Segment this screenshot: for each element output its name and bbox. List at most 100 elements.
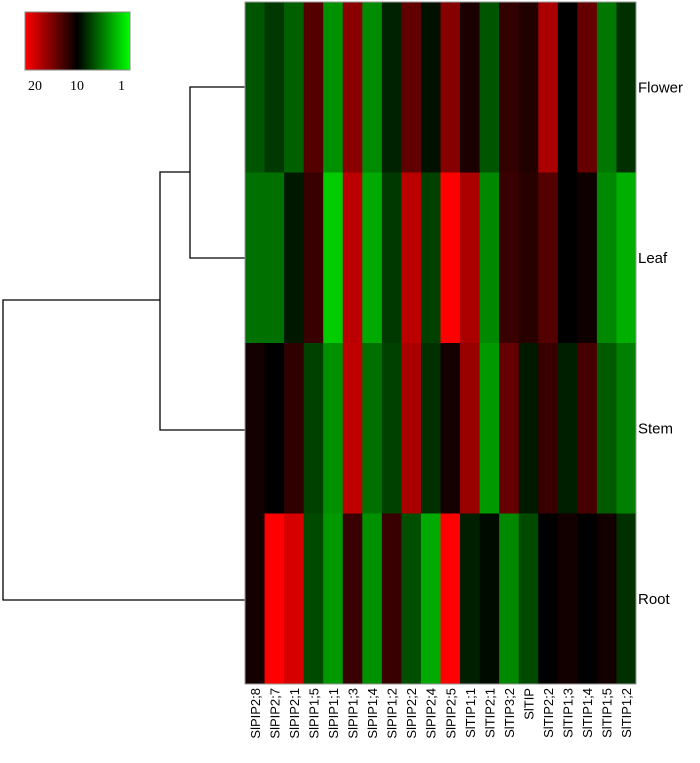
heatmap-cell: [284, 2, 305, 173]
heatmap-cell: [577, 2, 598, 173]
heatmap-cell: [538, 2, 559, 173]
heatmap-cell: [616, 2, 637, 173]
heatmap-cell: [284, 172, 305, 344]
column-labels: SlPIP2;8 SlPIP2;7 SlPIP2;1 SlPIP1;5 SlPIP1;1…: [248, 688, 634, 739]
heatmap-cell: [596, 343, 617, 514]
heatmap-cell: [381, 513, 402, 685]
heatmap-cell: [440, 513, 461, 685]
heatmap-cell: [499, 172, 520, 344]
column-label: SlTIP1;5: [600, 688, 615, 738]
heatmap-cell: [381, 343, 402, 514]
heatmap-cell: [323, 343, 344, 514]
heatmap-border: [244, 1, 637, 685]
legend-tick-max: 20: [28, 79, 42, 94]
heatmap-cell: [479, 2, 500, 173]
heatmap-cell: [323, 2, 344, 173]
legend-tick-min: 1: [118, 79, 125, 94]
heatmap-cell: [577, 172, 598, 344]
dendrogram-flower-leaf: [189, 86, 245, 259]
legend-gradient: [24, 11, 131, 71]
heatmap-cell: [323, 513, 344, 685]
heatmap-cell: [479, 513, 500, 685]
heatmap-cell: [518, 172, 539, 344]
heatmap-cell: [479, 343, 500, 514]
heatmap-cell: [245, 343, 266, 514]
heatmap-cell: [381, 2, 402, 173]
column-label: SlPIP2;4: [424, 688, 439, 739]
heatmap-cell: [284, 513, 305, 685]
heatmap-cell: [616, 343, 637, 514]
heatmap-cell: [479, 172, 500, 344]
heatmap-cells: [245, 2, 637, 685]
heatmap-cell: [538, 513, 559, 685]
heatmap-cell: [460, 513, 481, 685]
heatmap-cell: [323, 172, 344, 344]
heatmap-cell: [518, 513, 539, 685]
heatmap-cell: [460, 343, 481, 514]
heatmap-cell: [596, 172, 617, 344]
heatmap-cell: [420, 343, 441, 514]
column-label: SlPIP2;7: [267, 688, 282, 739]
column-label: SlTIP1;3: [561, 688, 576, 738]
heatmap-cell: [264, 2, 285, 173]
heatmap-cell: [362, 2, 383, 173]
heatmap-cell: [342, 172, 363, 344]
legend-tick-mid: 10: [70, 79, 84, 94]
heatmap-cell: [362, 513, 383, 685]
heatmap-cell: [440, 343, 461, 514]
column-label: SlPIP1;4: [365, 688, 380, 739]
heatmap-cell: [342, 513, 363, 685]
column-label: SlPIP1;2: [385, 688, 400, 739]
column-label: SlPIP2;5: [443, 688, 458, 739]
heatmap-cell: [362, 172, 383, 344]
row-label: Root: [638, 591, 671, 608]
heatmap-cell: [303, 343, 324, 514]
heatmap-cell: [401, 2, 422, 173]
heatmap-cell: [518, 343, 539, 514]
heatmap-cell: [264, 513, 285, 685]
heatmap-cell: [557, 343, 578, 514]
row-label: Leaf: [638, 250, 668, 267]
heatmap-cell: [245, 513, 266, 685]
column-label: SlTIP1;4: [580, 688, 595, 738]
column-label: SlTIP: [521, 688, 536, 720]
column-label: SlPIP2;8: [248, 688, 263, 739]
column-label: SlTIP2;1: [482, 688, 497, 738]
heatmap-cell: [245, 2, 266, 173]
dendrogram-root: [2, 299, 245, 601]
heatmap-cell: [440, 172, 461, 344]
heatmap-cell: [342, 343, 363, 514]
column-label: SlPIP1;1: [326, 688, 341, 739]
column-label: SlTIP3;2: [502, 688, 517, 738]
heatmap-cell: [616, 172, 637, 344]
heatmap-cell: [245, 172, 266, 344]
heatmap-cell: [616, 513, 637, 685]
heatmap-cell: [499, 2, 520, 173]
column-label: SlPIP1;5: [306, 688, 321, 739]
heatmap-cell: [577, 513, 598, 685]
heatmap-cell: [557, 2, 578, 173]
heatmap-cell: [538, 172, 559, 344]
row-label: Flower: [638, 79, 683, 96]
heatmap-cell: [596, 2, 617, 173]
heatmap-cell: [460, 2, 481, 173]
heatmap-cell: [420, 172, 441, 344]
heatmap-cell: [284, 343, 305, 514]
column-label: SlPIP2;1: [287, 688, 302, 739]
row-label: Stem: [638, 420, 673, 437]
heatmap-cell: [401, 343, 422, 514]
column-label: SlTIP2;2: [541, 688, 556, 738]
heatmap-cell: [499, 513, 520, 685]
heatmap-cell: [577, 343, 598, 514]
column-label: SlTIP1;1: [463, 688, 478, 738]
heatmap-cell: [460, 172, 481, 344]
heatmap-cell: [264, 343, 285, 514]
heatmap-cell: [401, 513, 422, 685]
column-label: SlPIP2;2: [404, 688, 419, 739]
column-label: SlPIP1;3: [346, 688, 361, 739]
heatmap-cell: [557, 513, 578, 685]
heatmap-cell: [420, 2, 441, 173]
heatmap-cell: [362, 343, 383, 514]
heatmap-cell: [303, 172, 324, 344]
